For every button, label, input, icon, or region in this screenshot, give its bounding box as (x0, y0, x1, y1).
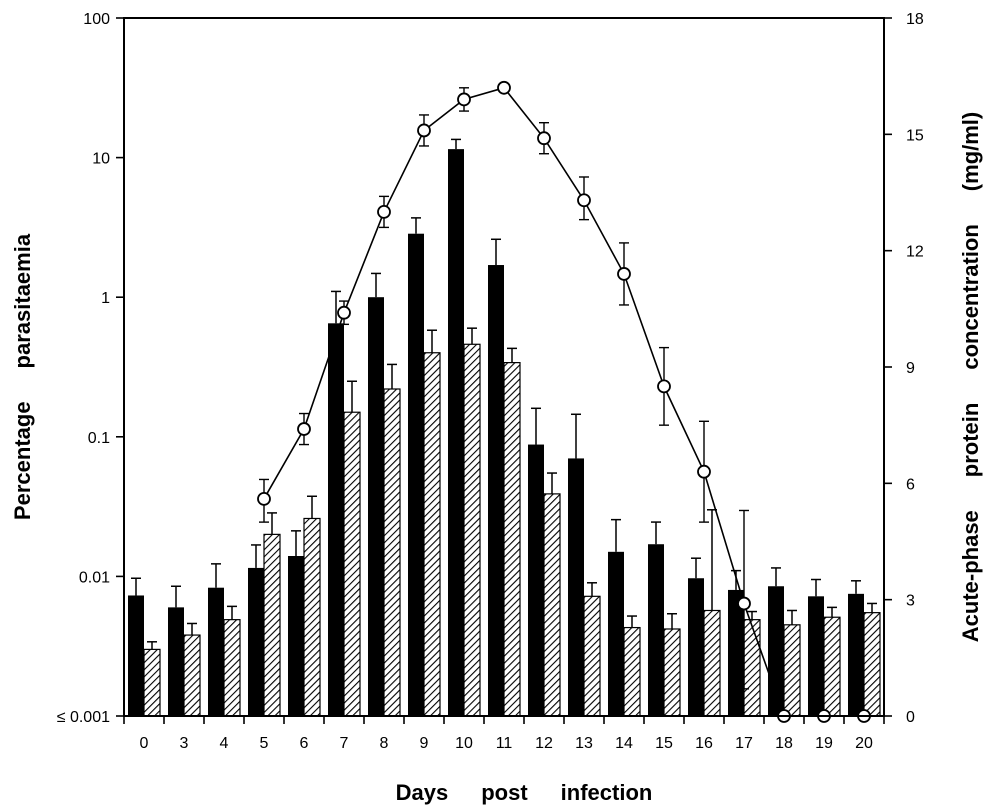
left-tick-label: 100 (83, 11, 110, 28)
x-tick-label: 17 (735, 735, 753, 752)
bar-hatched-day-7 (343, 411, 361, 717)
bar-solid-day-6 (288, 556, 304, 716)
bar-solid-day-20 (848, 593, 864, 716)
x-tick-label: 20 (855, 735, 873, 752)
bar-hatched-day-0 (143, 648, 161, 717)
protein-point-9 (617, 267, 631, 281)
protein-point-10 (657, 379, 671, 394)
x-tick-label: 13 (575, 735, 593, 752)
x-tick-label: 19 (815, 735, 833, 752)
bar-solid-day-9 (408, 233, 424, 716)
bar-solid-day-13 (568, 458, 584, 716)
left-tick-label: ≤ 0.001 (57, 709, 110, 726)
x-tick-label: 3 (180, 735, 189, 752)
bar-hatched-day-16 (703, 609, 721, 717)
x-tick-label: 14 (615, 735, 633, 752)
bar-hatched-day-3 (183, 634, 201, 717)
protein-point-6 (497, 80, 511, 95)
y-axis-right-label: Acute-phase protein concentration (mg/ml… (958, 112, 983, 642)
bar-hatched-day-18 (783, 624, 801, 717)
bar-solid-day-19 (808, 596, 824, 716)
right-tick-label: 3 (906, 593, 915, 610)
bar-hatched-day-14 (623, 626, 641, 717)
acute-phase-protein-line (263, 86, 785, 717)
protein-point-3 (377, 204, 391, 219)
x-tick-label: 4 (220, 735, 229, 752)
bar-hatched-day-17 (743, 619, 761, 717)
right-tick-label: 0 (906, 709, 915, 726)
axis-labels: Days post infection Percentage parasitaem… (10, 112, 983, 805)
axis-ticks: ≤ 0.001 0.01 0.1 1 10 100 0 3 6 9 12 15 18 0 3 4 5 6 7 8 9 10… (57, 11, 924, 752)
right-tick-label: 9 (906, 360, 915, 377)
bar-hatched-day-20 (863, 612, 881, 717)
right-tick-label: 6 (906, 476, 915, 493)
right-tick-label: 18 (906, 11, 924, 28)
bar-hatched-day-11 (503, 362, 521, 717)
bar-solid-day-17 (728, 589, 744, 716)
bar-solid-day-14 (608, 551, 624, 716)
bar-hatched-day-9 (423, 352, 441, 717)
x-tick-label: 15 (655, 735, 673, 752)
bar-hatched-day-10 (463, 343, 481, 717)
y-axis-left-label: Percentage parasitaemia (10, 233, 35, 520)
bar-hatched-day-13 (583, 595, 601, 717)
protein-point-8 (577, 193, 591, 208)
bar-solid-day-12 (528, 444, 544, 716)
protein-point-1 (297, 422, 311, 436)
bar-solid-day-7 (328, 323, 344, 716)
bar-solid-day-8 (368, 297, 384, 716)
bar-hatched-day-12 (543, 493, 561, 717)
bar-solid-day-4 (208, 587, 224, 716)
bar-hatched-day-4 (223, 619, 241, 717)
x-tick-label: 16 (695, 735, 713, 752)
x-tick-label: 8 (380, 735, 389, 752)
x-tick-label: 10 (455, 735, 473, 752)
bar-solid-day-11 (488, 265, 504, 716)
bar-solid-day-10 (448, 149, 464, 716)
x-axis-label: Days post infection (396, 780, 653, 805)
x-tick-label: 6 (300, 735, 309, 752)
right-tick-label: 12 (906, 244, 924, 261)
bar-solid-day-0 (128, 595, 144, 716)
protein-point-2 (337, 305, 351, 320)
bar-hatched-day-19 (823, 616, 841, 717)
x-tick-label: 0 (140, 735, 149, 752)
bar-solid-day-16 (688, 578, 704, 716)
bars-layer (128, 138, 881, 717)
line-layer (257, 80, 871, 723)
bar-solid-day-15 (648, 544, 664, 716)
protein-point-5 (457, 92, 471, 107)
protein-point-11 (697, 464, 711, 479)
bar-hatched-day-6 (303, 517, 321, 717)
left-tick-label: 10 (92, 151, 110, 168)
x-tick-label: 18 (775, 735, 793, 752)
bar-hatched-day-15 (663, 628, 681, 717)
protein-point-0 (257, 491, 271, 506)
x-tick-label: 7 (340, 735, 349, 752)
left-tick-label: 1 (101, 290, 110, 307)
x-tick-label: 12 (535, 735, 553, 752)
x-tick-label: 5 (260, 735, 269, 752)
left-tick-label: 0.1 (88, 430, 110, 447)
left-tick-label: 0.01 (79, 569, 110, 586)
right-tick-label: 15 (906, 127, 924, 144)
x-tick-label: 11 (496, 735, 513, 752)
protein-point-7 (537, 131, 551, 146)
bar-solid-day-18 (768, 586, 784, 716)
bar-hatched-day-5 (263, 533, 281, 717)
protein-point-4 (417, 123, 431, 138)
bar-solid-day-5 (248, 567, 264, 716)
protein-point-12 (737, 596, 751, 611)
bar-solid-day-3 (168, 607, 184, 716)
x-tick-label: 9 (420, 735, 429, 752)
bar-hatched-day-8 (383, 388, 401, 717)
